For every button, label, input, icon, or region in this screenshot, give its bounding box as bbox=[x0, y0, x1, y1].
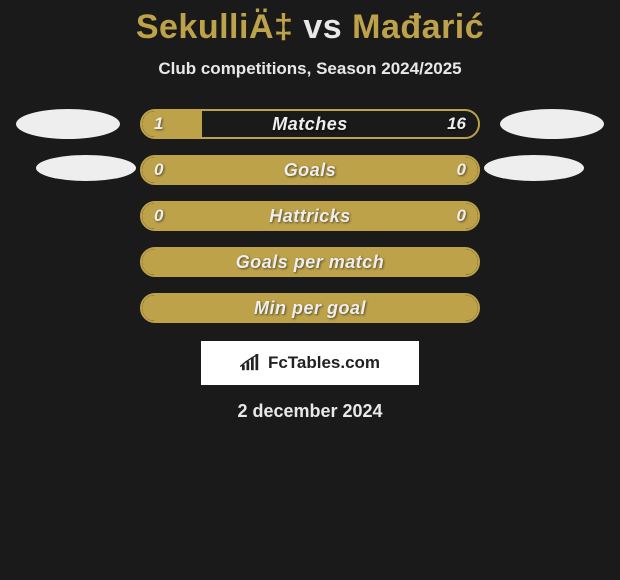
date-label: 2 december 2024 bbox=[237, 401, 382, 422]
stat-bar-matches: 1 Matches 16 bbox=[140, 109, 480, 139]
chart-icon bbox=[240, 354, 262, 372]
player2-avatar bbox=[500, 109, 604, 139]
stat-bar-goals: 0 Goals 0 bbox=[140, 155, 480, 185]
stat-rows: 1 Matches 16 0 Goals 0 0 Hattricks bbox=[0, 109, 620, 323]
source-logo: FcTables.com bbox=[201, 341, 419, 385]
page-title: SekulliÄ‡ vs Mađarić bbox=[136, 8, 484, 47]
stat-bar-hattricks: 0 Hattricks 0 bbox=[140, 201, 480, 231]
stat-right-value: 16 bbox=[447, 111, 466, 137]
stat-bar-gpm: Goals per match bbox=[140, 247, 480, 277]
vs-text: vs bbox=[303, 8, 342, 46]
stat-right-value: 0 bbox=[457, 203, 466, 229]
stat-label: Matches bbox=[142, 111, 478, 137]
stat-label: Goals bbox=[142, 157, 478, 183]
stat-right-value: 0 bbox=[457, 157, 466, 183]
stat-label: Hattricks bbox=[142, 203, 478, 229]
stat-bar-mpg: Min per goal bbox=[140, 293, 480, 323]
season-subtitle: Club competitions, Season 2024/2025 bbox=[158, 59, 461, 79]
player1-name: SekulliÄ‡ bbox=[136, 8, 294, 46]
player2-name: Mađarić bbox=[352, 8, 484, 46]
comparison-infographic: SekulliÄ‡ vs Mađarić Club competitions, … bbox=[0, 0, 620, 422]
stat-row-matches: 1 Matches 16 bbox=[0, 109, 620, 139]
player1-avatar-small bbox=[36, 155, 136, 181]
stat-row-hattricks: 0 Hattricks 0 bbox=[0, 201, 620, 231]
stat-label: Min per goal bbox=[142, 295, 478, 321]
source-logo-text: FcTables.com bbox=[268, 353, 380, 373]
stat-row-gpm: Goals per match bbox=[0, 247, 620, 277]
stat-row-goals: 0 Goals 0 bbox=[0, 155, 620, 185]
stat-row-mpg: Min per goal bbox=[0, 293, 620, 323]
player2-avatar-small bbox=[484, 155, 584, 181]
player1-avatar bbox=[16, 109, 120, 139]
stat-label: Goals per match bbox=[142, 249, 478, 275]
